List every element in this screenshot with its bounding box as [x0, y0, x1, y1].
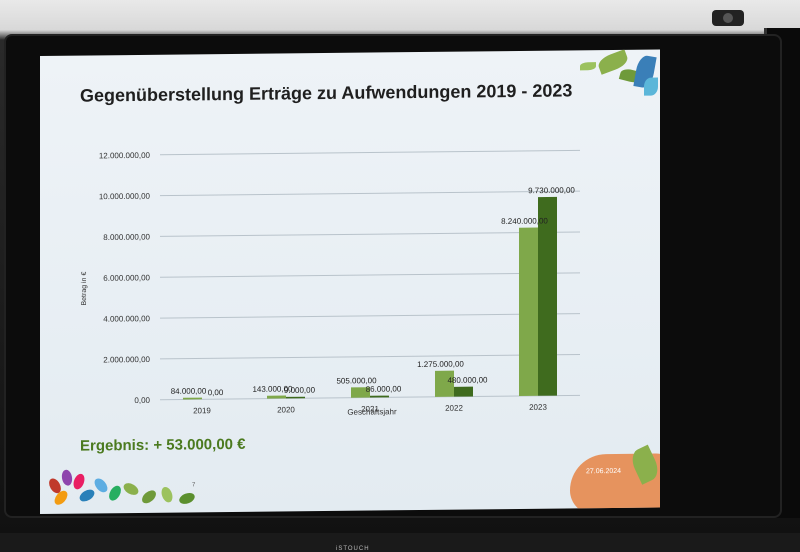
data-label: 8.240.000,00 — [501, 216, 548, 225]
gridline — [160, 191, 580, 195]
slide-date: 27.06.2024 — [586, 468, 621, 475]
bar-series-1-2019 — [183, 398, 202, 400]
data-label: 1.275.000,00 — [417, 360, 464, 369]
presentation-slide: Gegenüberstellung Erträge zu Aufwendunge… — [40, 50, 660, 514]
y-tick-label: 10.000.000,00 — [99, 192, 151, 202]
gridline — [160, 314, 580, 318]
gridline — [160, 273, 580, 277]
bar-series-2-2021 — [370, 396, 389, 398]
y-tick-label: 6.000.000,00 — [103, 273, 150, 282]
x-tick-label: 2022 — [445, 404, 463, 413]
data-label: 84.000,00 — [171, 387, 207, 396]
gridline — [160, 232, 580, 236]
bar-chart: 0,00 2.000.000,00 4.000.000,00 6.000.000,00… — [40, 50, 660, 456]
chart-bars — [183, 197, 557, 400]
y-tick-label: 12.000.000,00 — [99, 151, 151, 161]
bar-series-1-2023 — [519, 228, 538, 396]
y-tick-label: 0,00 — [134, 396, 150, 405]
x-tick-label: 2020 — [277, 405, 295, 414]
y-axis-label: Betrag in € — [81, 272, 88, 306]
y-tick-label: 8.000.000,00 — [103, 233, 150, 242]
data-label: 86.000,00 — [366, 384, 402, 393]
gridline — [160, 150, 580, 154]
bar-series-2-2020 — [286, 397, 305, 399]
webcam — [712, 10, 744, 26]
y-tick-label: 4.000.000,00 — [103, 314, 150, 323]
page-number: 7 — [192, 482, 195, 488]
y-tick-label: 2.000.000,00 — [103, 355, 150, 364]
result-text: Ergebnis: + 53.000,00 € — [80, 436, 246, 455]
bar-series-1-2020 — [267, 396, 286, 399]
data-label: 0,00 — [208, 388, 224, 397]
data-label: 9.000,00 — [284, 386, 316, 395]
bar-series-2-2023 — [538, 197, 557, 396]
data-label: 480.000,00 — [447, 376, 488, 385]
chart-gridlines — [160, 150, 580, 399]
y-axis-ticks: 0,00 2.000.000,00 4.000.000,00 6.000.000,00… — [99, 151, 151, 406]
data-label: 9.730.000,00 — [528, 186, 575, 195]
bar-series-2-2022 — [454, 387, 473, 397]
x-tick-label: 2019 — [193, 406, 211, 415]
gridline — [160, 355, 580, 359]
monitor-brand: iSTOUCH — [336, 546, 370, 552]
x-tick-label: 2023 — [529, 403, 547, 412]
x-axis-label: Geschäftsjahr — [347, 407, 397, 417]
